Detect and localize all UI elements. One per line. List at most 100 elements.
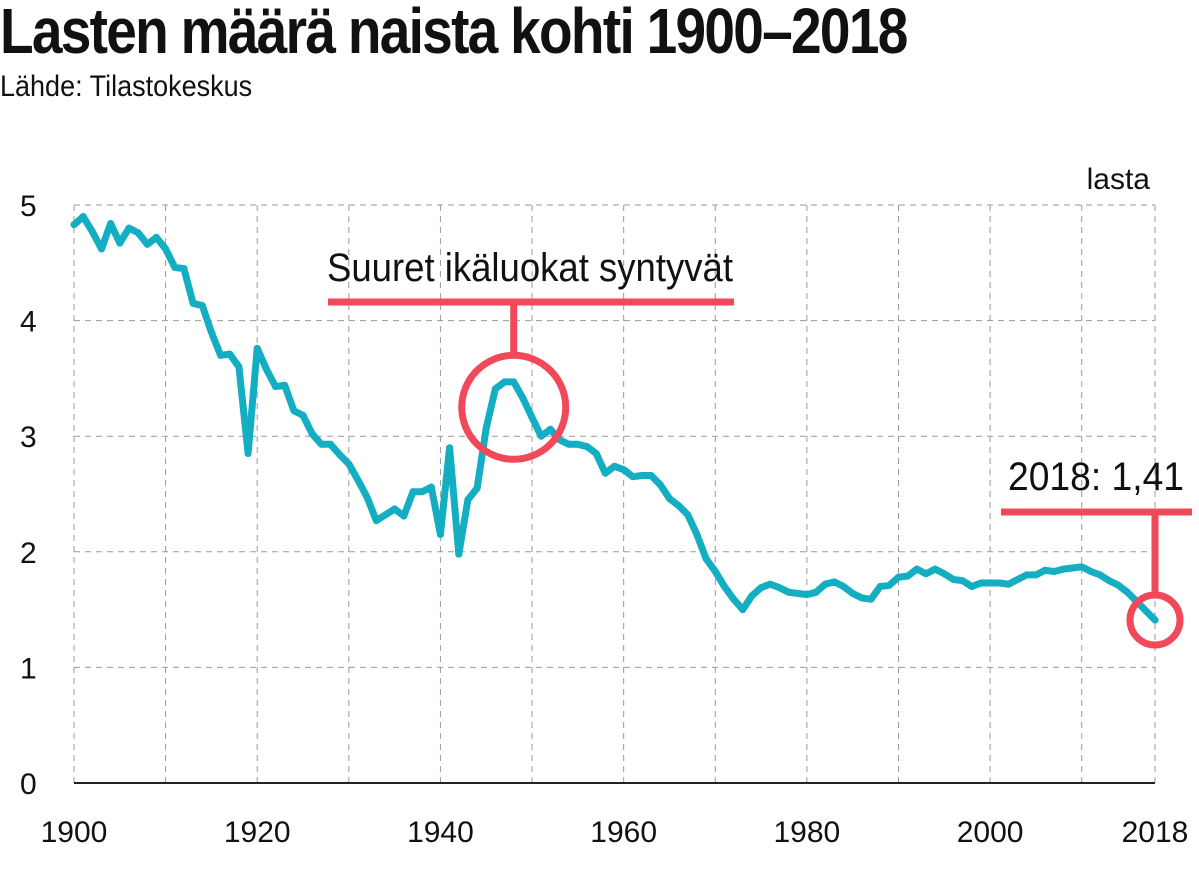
data-point	[922, 570, 930, 578]
data-point	[684, 511, 692, 519]
data-point	[207, 328, 215, 336]
x-tick-label: 1960	[590, 816, 657, 849]
data-point	[611, 462, 618, 470]
annotations: Suuret ikäluokat syntyvät 2018: 1,41	[327, 246, 1192, 649]
series-layer	[70, 213, 1159, 624]
y-tick-label: 0	[20, 768, 37, 801]
data-point	[885, 581, 893, 589]
data-point	[995, 579, 1003, 587]
data-point	[372, 517, 380, 525]
data-point	[464, 496, 472, 504]
value-2018-annotation-label: 2018: 1,41	[1008, 455, 1184, 499]
data-point	[1004, 580, 1012, 588]
data-point	[766, 580, 774, 588]
data-point	[647, 472, 655, 480]
data-point	[226, 350, 234, 358]
data-point	[1023, 571, 1031, 579]
data-point	[720, 582, 728, 590]
data-point	[574, 440, 582, 448]
data-point	[1050, 567, 1058, 575]
data-point	[290, 407, 298, 415]
data-point	[116, 239, 124, 247]
x-tick-label: 1940	[407, 816, 474, 849]
data-point	[1087, 567, 1095, 575]
data-point	[418, 488, 426, 496]
data-point	[317, 440, 325, 448]
data-point	[931, 565, 939, 573]
chart-title: Lasten määrä naista kohti 1900–2018	[0, 0, 908, 67]
data-point	[134, 229, 142, 237]
data-point	[959, 577, 967, 585]
data-point	[904, 572, 912, 580]
data-point	[299, 411, 307, 419]
data-point	[583, 443, 591, 451]
data-point	[913, 565, 921, 573]
data-point	[757, 584, 765, 592]
data-point	[629, 473, 637, 481]
data-point	[1096, 571, 1104, 579]
data-point	[308, 430, 316, 438]
data-point	[327, 440, 335, 448]
data-point	[840, 582, 848, 590]
data-point	[262, 365, 270, 373]
data-point	[180, 265, 188, 273]
data-point	[244, 450, 252, 458]
data-point	[409, 488, 417, 496]
data-point	[894, 573, 902, 581]
data-point	[986, 579, 994, 587]
data-point	[436, 530, 444, 538]
data-point	[1124, 588, 1132, 596]
data-point	[446, 444, 454, 452]
data-point	[491, 385, 499, 393]
data-point	[601, 469, 609, 477]
x-tick-label: 1900	[41, 816, 108, 849]
data-point	[107, 219, 115, 227]
data-point	[1069, 564, 1077, 572]
data-point	[1105, 577, 1113, 585]
data-point	[427, 483, 435, 491]
gridlines	[73, 204, 1156, 783]
data-point	[620, 466, 628, 474]
data-point	[391, 505, 399, 513]
data-point	[336, 451, 344, 459]
data-point	[482, 424, 490, 432]
data-point	[272, 382, 280, 390]
y-tick-label: 5	[20, 190, 37, 223]
data-point	[97, 245, 105, 253]
baby-boom-annotation-label: Suuret ikäluokat syntyvät	[327, 246, 733, 290]
data-point	[876, 582, 884, 590]
data-point	[821, 580, 829, 588]
data-point	[88, 228, 96, 236]
data-point	[638, 472, 646, 480]
data-point	[730, 595, 738, 603]
data-point	[189, 299, 197, 307]
data-point	[281, 381, 289, 389]
data-point	[70, 221, 78, 229]
y-tick-label: 1	[20, 652, 37, 685]
data-point	[1059, 565, 1067, 573]
data-point	[830, 578, 838, 586]
data-point	[812, 588, 820, 596]
data-point	[79, 213, 87, 221]
data-point	[235, 363, 243, 371]
x-tick-label: 2000	[957, 816, 1024, 849]
data-point	[546, 425, 554, 433]
data-point	[217, 351, 225, 359]
data-point	[125, 224, 133, 232]
data-point	[665, 495, 673, 503]
data-point	[400, 512, 408, 520]
data-point	[949, 576, 957, 584]
data-point	[702, 555, 710, 563]
data-point	[455, 550, 463, 558]
data-point	[198, 302, 206, 310]
x-tick-label: 2018	[1122, 816, 1189, 849]
data-point	[1078, 563, 1086, 571]
data-point	[528, 414, 536, 422]
data-point	[363, 493, 371, 501]
y-axis-label: lasta	[1087, 163, 1151, 196]
data-point	[253, 344, 261, 352]
data-point	[748, 592, 756, 600]
data-point	[510, 378, 518, 386]
data-point	[656, 481, 664, 489]
